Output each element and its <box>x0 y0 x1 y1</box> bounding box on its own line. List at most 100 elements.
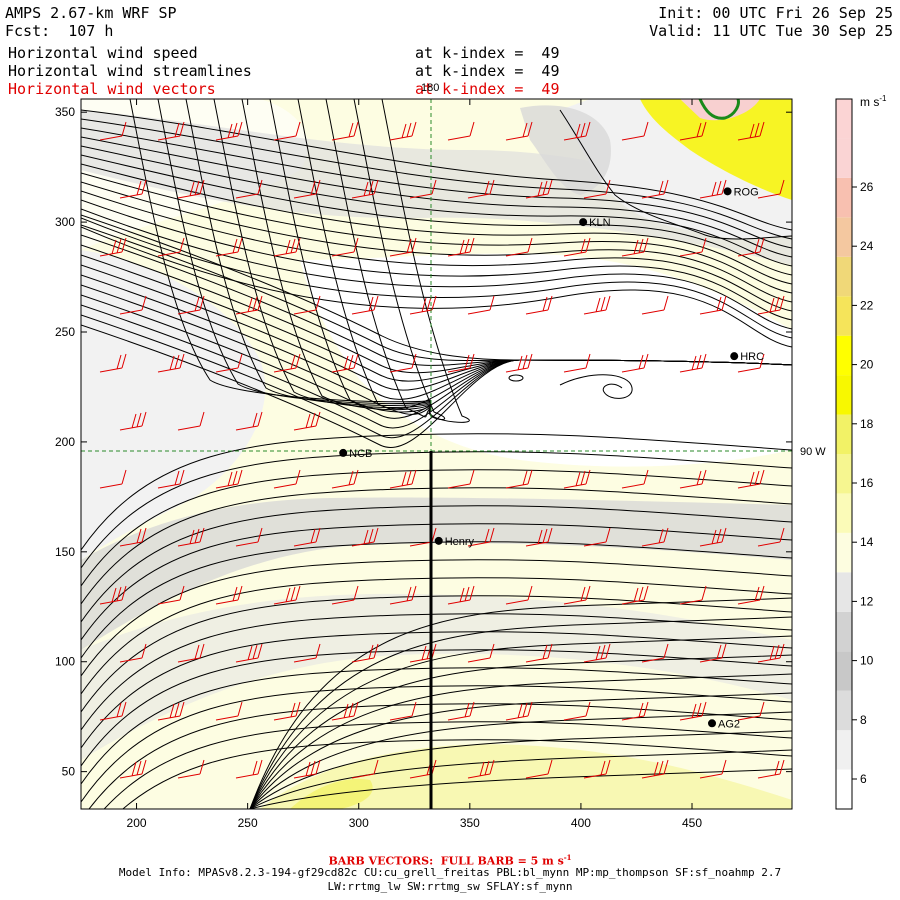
y-tick-label: 150 <box>55 545 75 559</box>
streamline <box>249 711 792 809</box>
streamline <box>213 99 432 409</box>
streamline <box>81 226 792 348</box>
wind-barb <box>505 701 533 721</box>
y-tick-label: 50 <box>62 765 76 779</box>
station-label: KLN <box>589 217 610 229</box>
wind-barb <box>235 527 263 547</box>
wind-barb <box>409 527 437 547</box>
wind-barb <box>641 643 669 663</box>
speed-shading-yellow-south <box>260 744 792 809</box>
streamline <box>81 127 792 249</box>
wind-barb <box>641 179 669 199</box>
wind-barb <box>389 585 417 605</box>
wind-barb <box>757 527 785 547</box>
wind-barb <box>467 643 495 663</box>
wind-barb <box>293 411 321 431</box>
streamline <box>241 99 432 411</box>
wind-barb <box>699 179 727 199</box>
wind-barb <box>157 237 185 257</box>
wind-barb <box>409 295 437 315</box>
station-label: HRC <box>740 351 764 363</box>
wind-barb <box>157 585 185 605</box>
streamline <box>249 616 792 809</box>
colorbar-tick-label: 16 <box>860 476 874 490</box>
colorbar-tick-label: 20 <box>860 358 874 372</box>
wind-barb <box>679 701 707 721</box>
streamline <box>249 749 792 809</box>
streamline <box>81 451 792 569</box>
wind-barb <box>583 759 611 779</box>
wind-barb <box>563 701 591 721</box>
colorbar-segment <box>836 454 852 494</box>
wind-barb <box>157 701 185 721</box>
wind-barb <box>119 179 147 199</box>
wind-barb <box>331 469 359 489</box>
wind-barb <box>389 353 417 373</box>
wind-barb <box>99 237 127 257</box>
wind-barb <box>505 585 533 605</box>
streamline <box>297 99 432 415</box>
green-contour <box>698 99 740 120</box>
station-marker <box>579 218 588 227</box>
wind-barb <box>351 643 379 663</box>
streamline <box>381 99 470 423</box>
colorbar-segment <box>836 730 852 770</box>
wind-barb <box>525 759 553 779</box>
wind-barb <box>621 237 649 257</box>
streamline <box>81 172 792 294</box>
colorbar-segment <box>836 572 852 612</box>
wind-barb <box>157 121 185 141</box>
streamline <box>81 469 792 587</box>
streamline <box>249 768 792 809</box>
streamline <box>249 730 792 809</box>
wind-barb <box>467 179 495 199</box>
colorbar-segment <box>836 651 852 691</box>
wind-barb <box>273 237 301 257</box>
colorbar-segment <box>836 256 852 297</box>
station-marker <box>723 187 732 196</box>
meridian-label: 180 <box>421 82 439 94</box>
wind-barb <box>99 353 127 373</box>
wind-barb <box>641 759 669 779</box>
wind-barb <box>157 353 185 373</box>
station-label: Henry <box>445 536 475 548</box>
wind-barb <box>157 469 185 489</box>
colorbar-segment <box>836 375 852 415</box>
colorbar-segment <box>836 177 852 218</box>
wind-barb <box>389 121 417 141</box>
wind-barb <box>757 179 785 199</box>
wind-barb <box>177 179 205 199</box>
streamline <box>249 654 792 809</box>
colorbar-tick-label: 18 <box>860 417 874 431</box>
streamline <box>81 154 792 276</box>
colorbar-tick-label: 22 <box>860 298 874 312</box>
wind-barb <box>273 701 301 721</box>
colorbar-segment <box>836 138 852 178</box>
streamline <box>81 685 792 803</box>
stations: ROG KLN HRC NCB Henry AG2 <box>339 186 764 730</box>
x-tick-label: 400 <box>571 816 591 830</box>
wind-barb <box>389 701 417 721</box>
wind-barb <box>351 179 379 199</box>
wind-barb <box>177 295 205 315</box>
wind-barb <box>757 643 785 663</box>
wind-barb <box>621 121 649 141</box>
wind-barb <box>99 469 127 489</box>
wind-barb <box>563 353 591 373</box>
streamline <box>81 109 792 231</box>
wind-barb <box>563 585 591 605</box>
model-info: Model Info: MPASv8.2.3-194-gf29cd82c CU:… <box>118 866 782 879</box>
wind-barb <box>293 643 321 663</box>
wind-barb <box>737 237 765 257</box>
wind-barb <box>293 759 321 779</box>
streamlines <box>81 99 792 809</box>
land-pink-peak <box>680 99 760 121</box>
wind-barb <box>447 237 475 257</box>
map-area: ROG KLN HRC NCB Henry AG2 <box>81 99 792 809</box>
wind-barb <box>235 411 263 431</box>
colorbar-segment <box>836 217 852 257</box>
wind-barb <box>699 527 727 547</box>
colorbar-segment <box>836 769 852 809</box>
wind-barb <box>563 469 591 489</box>
wind-barb <box>679 469 707 489</box>
